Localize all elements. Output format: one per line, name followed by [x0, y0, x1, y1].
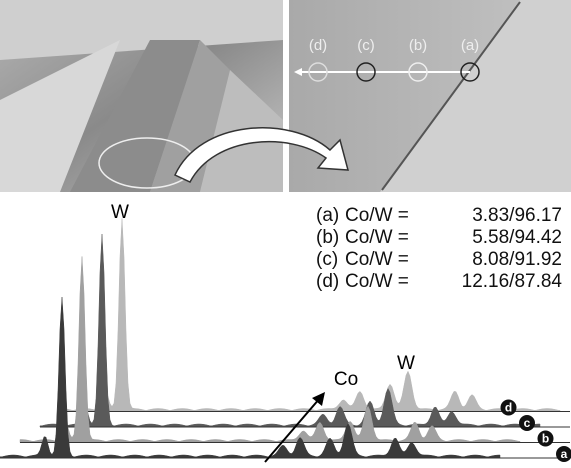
- measurement-label: (a): [316, 205, 339, 226]
- measurement-ratio: Co/W =: [345, 271, 409, 292]
- sem-image-left: [0, 0, 283, 192]
- peak-label: Co: [334, 369, 358, 390]
- measurement-value: 8.08/91.92: [472, 249, 562, 270]
- measurement-ratio: Co/W =: [345, 227, 409, 248]
- figure: (d) (c) (b) (a) (a) Co/W = 3.83/96.17 (b) Co…: [0, 0, 571, 468]
- measurement-ratio: Co/W =: [345, 249, 409, 270]
- trace-label: d: [505, 401, 512, 415]
- trace-label: b: [542, 432, 549, 446]
- trace-label: c: [524, 416, 531, 430]
- measurements: (a) Co/W = 3.83/96.17 (b) Co/W = 5.58/94.42 (c…: [316, 205, 562, 292]
- measurement-value: 5.58/94.42: [472, 227, 562, 248]
- trace-label: a: [561, 447, 568, 461]
- measurement-label: (c): [316, 249, 338, 270]
- measurement-value: 3.83/96.17: [472, 205, 562, 226]
- spot-label: (b): [409, 37, 427, 54]
- peak-label: W: [111, 202, 129, 223]
- figure-svg: (d) (c) (b) (a) (a) Co/W = 3.83/96.17 (b) Co…: [0, 0, 571, 468]
- spot-label: (c): [357, 37, 375, 54]
- measurement-label: (b): [316, 227, 339, 248]
- spot-label: (a): [461, 37, 479, 54]
- spot-label: (d): [309, 37, 327, 54]
- measurement-value: 12.16/87.84: [462, 271, 563, 292]
- measurement-label: (d): [316, 271, 339, 292]
- measurement-ratio: Co/W =: [345, 205, 409, 226]
- peak-label: W: [397, 353, 415, 374]
